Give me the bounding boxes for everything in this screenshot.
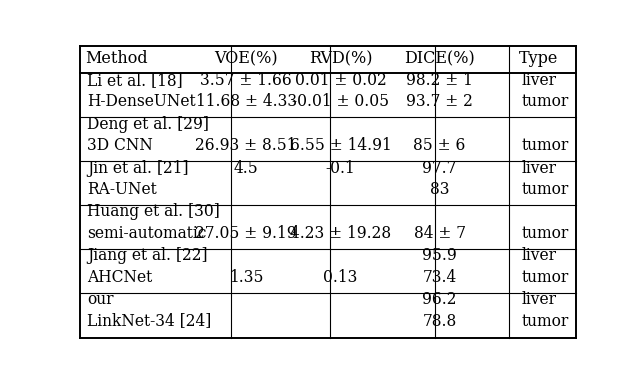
- Text: -0.01 ± 0.05: -0.01 ± 0.05: [292, 93, 389, 110]
- Text: 78.8: 78.8: [422, 313, 457, 329]
- Text: Type: Type: [519, 50, 558, 67]
- Text: tumor: tumor: [522, 313, 569, 329]
- Text: liver: liver: [522, 291, 556, 308]
- Text: 0.13: 0.13: [323, 269, 358, 286]
- Text: 93.7 ± 2: 93.7 ± 2: [406, 93, 473, 110]
- Text: H-DenseUNet: H-DenseUNet: [88, 93, 196, 110]
- Text: 11.68 ± 4.33: 11.68 ± 4.33: [196, 93, 297, 110]
- Text: Jin et al. [21]: Jin et al. [21]: [88, 160, 189, 177]
- Text: semi-automatic: semi-automatic: [88, 225, 207, 242]
- Text: tumor: tumor: [522, 225, 569, 242]
- Text: 6.55 ± 14.91: 6.55 ± 14.91: [289, 137, 391, 154]
- Text: liver: liver: [522, 160, 556, 177]
- Text: 3.57 ± 1.66: 3.57 ± 1.66: [200, 72, 292, 89]
- Text: DICE(%): DICE(%): [404, 50, 475, 67]
- Text: AHCNet: AHCNet: [88, 269, 153, 286]
- Text: Method: Method: [85, 50, 148, 67]
- Text: 26.93 ± 8.51: 26.93 ± 8.51: [195, 137, 297, 154]
- Text: tumor: tumor: [522, 137, 569, 154]
- Text: 97.7: 97.7: [422, 160, 457, 177]
- Text: 85 ± 6: 85 ± 6: [413, 137, 466, 154]
- Text: tumor: tumor: [522, 269, 569, 286]
- Text: LinkNet-34 [24]: LinkNet-34 [24]: [88, 313, 212, 329]
- Text: RVD(%): RVD(%): [308, 50, 372, 67]
- Text: VOE(%): VOE(%): [214, 50, 278, 67]
- Text: 95.9: 95.9: [422, 247, 457, 264]
- Text: 27.05 ± 9.19: 27.05 ± 9.19: [195, 225, 297, 242]
- Text: 4.23 ± 19.28: 4.23 ± 19.28: [290, 225, 391, 242]
- Text: liver: liver: [522, 247, 556, 264]
- Text: RA-UNet: RA-UNet: [88, 181, 157, 198]
- Text: -0.1: -0.1: [326, 160, 355, 177]
- Text: 3D CNN: 3D CNN: [88, 137, 154, 154]
- Text: tumor: tumor: [522, 93, 569, 110]
- Text: 0.01 ± 0.02: 0.01 ± 0.02: [294, 72, 387, 89]
- Text: our: our: [88, 291, 114, 308]
- Text: tumor: tumor: [522, 181, 569, 198]
- Text: 1.35: 1.35: [229, 269, 264, 286]
- Text: 4.5: 4.5: [234, 160, 259, 177]
- Text: 98.2 ± 1: 98.2 ± 1: [406, 72, 473, 89]
- Text: Huang et al. [30]: Huang et al. [30]: [88, 203, 220, 220]
- Text: Jiang et al. [22]: Jiang et al. [22]: [88, 247, 208, 264]
- Text: Deng et al. [29]: Deng et al. [29]: [88, 116, 209, 133]
- Text: 96.2: 96.2: [422, 291, 457, 308]
- Text: 84 ± 7: 84 ± 7: [413, 225, 466, 242]
- Text: liver: liver: [522, 72, 556, 89]
- Text: 83: 83: [430, 181, 449, 198]
- Text: Li et al. [18]: Li et al. [18]: [88, 72, 183, 89]
- Text: 73.4: 73.4: [422, 269, 457, 286]
